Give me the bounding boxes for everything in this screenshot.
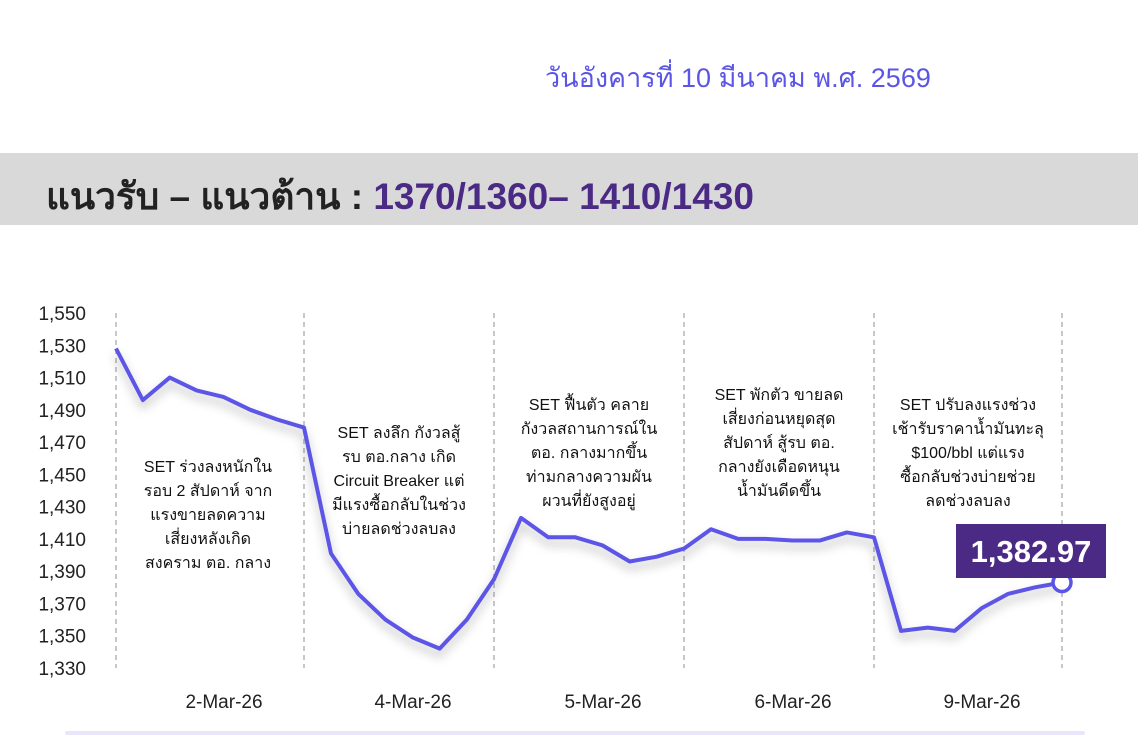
y-tick-label: 1,430: [38, 498, 86, 519]
x-tick-label: 4-Mar-26: [374, 692, 451, 713]
support-resistance-banner: แนวรับ – แนวต้าน : 1370/1360– 1410/1430: [0, 153, 1138, 225]
series-line: [114, 347, 1063, 651]
annotation-line: รอบ 2 สัปดาห์ จาก: [144, 481, 272, 500]
banner-value: 1370/1360– 1410/1430: [373, 176, 754, 217]
y-tick-label: 1,330: [38, 659, 86, 680]
y-tick-label: 1,390: [38, 562, 86, 583]
banner-title: แนวรับ – แนวต้าน : 1370/1360– 1410/1430: [46, 167, 754, 226]
annotation-line: มีแรงซื้อกลับในช่วง: [332, 493, 466, 514]
x-tick-label: 2-Mar-26: [185, 692, 262, 713]
annotation-line: เสี่ยงหลังเกิด: [165, 527, 251, 548]
annotation-line: กังวลสถานการณ์ใน: [521, 419, 658, 438]
annotation-line: ลดช่วงลบลง: [925, 493, 1010, 510]
y-tick-label: 1,530: [38, 336, 86, 357]
annotation-line: SET พักตัว ขายลด: [715, 387, 844, 404]
annotation-line: เช้ารับราคาน้ำมันทะลุ: [892, 417, 1044, 439]
banner-label: แนวรับ – แนวต้าน :: [46, 176, 374, 217]
y-tick-label: 1,450: [38, 465, 86, 486]
annotation-line: เสี่ยงก่อนหยุดสุด: [722, 407, 835, 429]
last-value-badge: [956, 524, 1106, 578]
annotation-line: $100/bbl แต่แรง: [911, 445, 1024, 462]
annotation-line: น้ำมันดีดขึ้น: [737, 479, 821, 500]
annotation-line: ตอ. กลางมากขึ้น: [531, 441, 647, 462]
annotation-line: SET ฟื้นตัว คลาย: [529, 393, 649, 414]
y-tick-label: 1,510: [38, 369, 86, 390]
y-tick-label: 1,470: [38, 433, 86, 454]
y-tick-label: 1,350: [38, 627, 86, 648]
annotation-line: รบ ตอ.กลาง เกิด: [342, 449, 456, 466]
y-tick-label: 1,550: [38, 304, 86, 325]
annotation-line: SET ร่วงลงหนักใน: [144, 457, 272, 476]
annotation-line: สงคราม ตอ. กลาง: [145, 555, 271, 572]
annotation-line: SET ลงลึก กังวลสู้: [338, 424, 461, 443]
report-date: วันอังคารที่ 10 มีนาคม พ.ศ. 2569: [545, 63, 931, 93]
y-tick-label: 1,370: [38, 594, 86, 615]
x-tick-label: 6-Mar-26: [754, 692, 831, 713]
annotation-line: สัปดาห์ สู้รบ ตอ.: [723, 433, 835, 453]
annotation-line: แรงขายลดความ: [150, 507, 265, 524]
y-tick-label: 1,410: [38, 530, 86, 551]
x-tick-label: 9-Mar-26: [943, 692, 1020, 713]
annotation-line: Circuit Breaker แต่: [334, 473, 465, 490]
bottom-bar: [65, 731, 1085, 735]
annotation-line: SET ปรับลงแรงช่วง: [900, 397, 1036, 414]
annotation-line: บ่ายลดช่วงลบลง: [342, 521, 456, 538]
annotation-line: ท่ามกลางความผัน: [526, 469, 652, 486]
x-tick-label: 5-Mar-26: [564, 692, 641, 713]
annotation-line: ซื้อกลับช่วงบ่ายช่วย: [900, 465, 1036, 486]
y-tick-label: 1,490: [38, 401, 86, 422]
last-value-label: 1,382.97: [971, 534, 1092, 569]
annotation-line: กลางยังเดือดหนุน: [718, 458, 840, 477]
annotation-line: ผวนที่ยังสูงอยู่: [542, 489, 636, 511]
